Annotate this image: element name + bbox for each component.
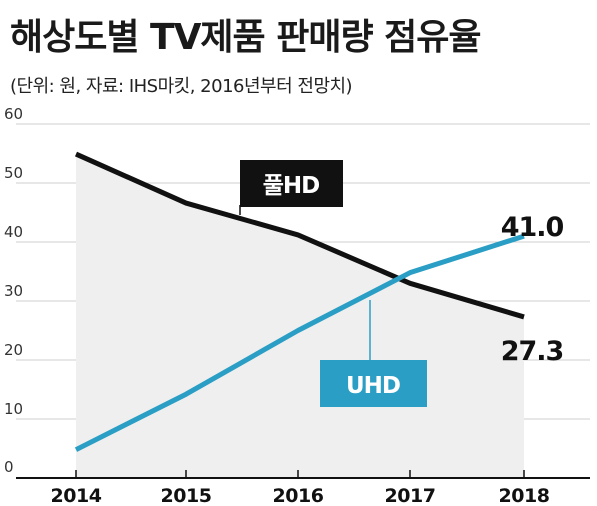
legend-fullhd-box xyxy=(240,160,343,207)
series-line-uhd xyxy=(74,233,525,452)
chart-title: 해상도별 TV제품 판매량 점유율 xyxy=(10,17,481,58)
y-tick-label-50: 50 xyxy=(4,164,23,182)
x-tick-label-2014: 2014 xyxy=(51,485,102,506)
legend-uhd-box xyxy=(320,360,427,407)
legend-uhd-label: UHD xyxy=(346,373,400,399)
legend-fullhd-label: 풀HD xyxy=(263,173,320,199)
x-tick-label-2016: 2016 xyxy=(273,485,324,506)
legend-uhd: UHD xyxy=(320,360,427,407)
series-line-fullhd xyxy=(74,151,525,320)
data-label-uhd-2018: 41.0 xyxy=(501,212,564,243)
x-tick-label-2015: 2015 xyxy=(161,485,212,506)
y-tick-label-10: 10 xyxy=(4,400,23,418)
chart-subtitle: (단위: 원, 자료: IHS마킷, 2016년부터 전망치) xyxy=(10,76,353,97)
legend-fullhd: 풀HD xyxy=(240,160,343,207)
y-tick-label-20: 20 xyxy=(4,341,23,359)
y-tick-label-40: 40 xyxy=(4,223,23,241)
x-tick-label-2017: 2017 xyxy=(385,485,436,506)
x-axis: 2014 2015 2016 2017 2018 xyxy=(16,470,590,506)
y-axis-labels: 0 10 20 30 40 50 60 xyxy=(4,105,23,476)
y-tick-label-30: 30 xyxy=(4,282,23,300)
y-tick-label-0: 0 xyxy=(4,458,14,476)
x-tick-label-2018: 2018 xyxy=(499,485,550,506)
y-tick-label-60: 60 xyxy=(4,105,23,123)
data-label-fullhd-2018: 27.3 xyxy=(501,336,564,367)
